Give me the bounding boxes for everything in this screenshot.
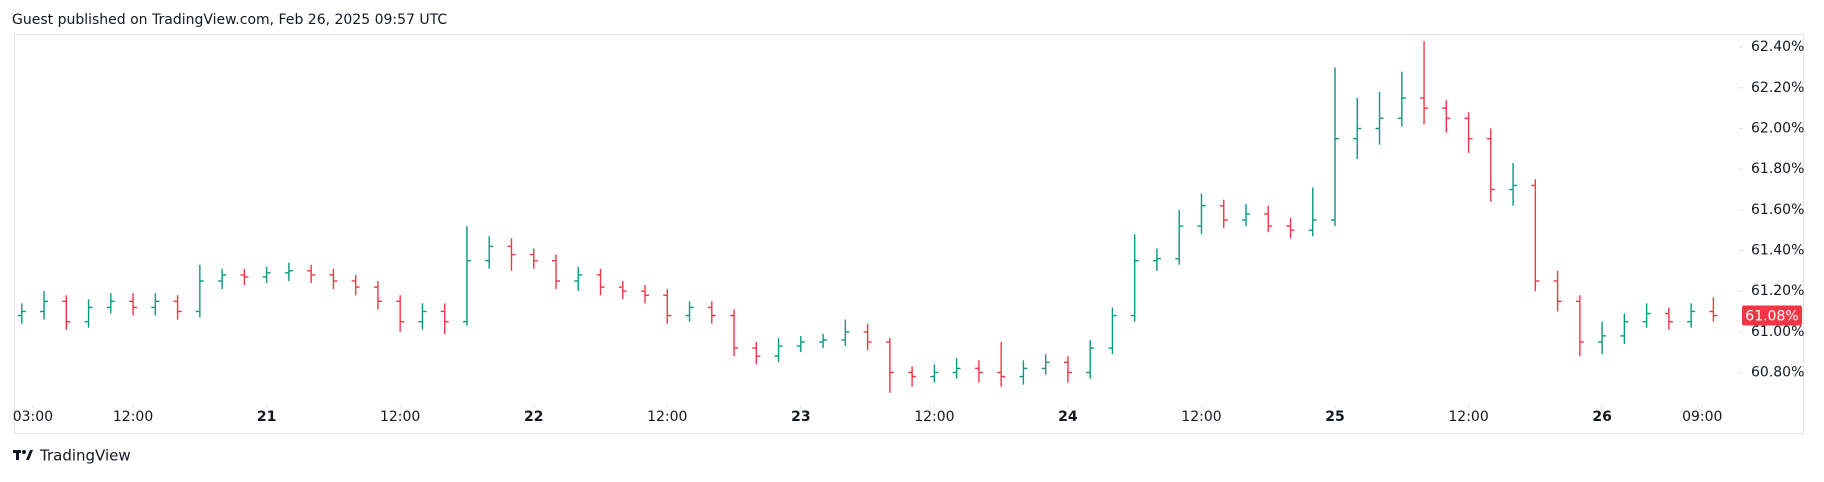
y-tick-label: 61.00% xyxy=(1751,324,1804,340)
x-tick-label: 24 xyxy=(1058,409,1078,425)
y-tick-label: 62.00% xyxy=(1751,121,1804,137)
y-tick-label: 61.40% xyxy=(1751,242,1804,258)
x-tick-label: 26 xyxy=(1592,409,1611,425)
x-tick-label: 25 xyxy=(1325,409,1344,425)
y-tick-label: 60.80% xyxy=(1751,364,1804,380)
x-tick-label: 22 xyxy=(524,409,543,425)
x-tick-label: 12:00 xyxy=(1181,409,1221,425)
y-tick-label: 62.20% xyxy=(1751,80,1804,96)
x-tick-label: 12:00 xyxy=(380,409,420,425)
last-price-label: 61.08% xyxy=(1745,309,1798,325)
x-tick-label: 12:00 xyxy=(914,409,954,425)
y-tick-label: 61.20% xyxy=(1751,283,1804,299)
x-tick-label: 03:00 xyxy=(13,409,53,425)
x-tick-label: 21 xyxy=(257,409,276,425)
last-price-box xyxy=(1742,305,1802,326)
y-tick-label: 62.40% xyxy=(1751,39,1804,55)
header-text: Guest published on TradingView.com, Feb … xyxy=(12,12,447,28)
brand-logo xyxy=(13,450,33,460)
chart-frame xyxy=(14,34,1804,434)
x-tick-label: 12:00 xyxy=(113,409,153,425)
ohlc-bars xyxy=(17,41,1718,393)
y-tick-label: 61.60% xyxy=(1751,202,1804,218)
x-tick-label: 23 xyxy=(791,409,810,425)
x-tick-label: 12:00 xyxy=(647,409,687,425)
y-tick-label: 61.80% xyxy=(1751,161,1804,177)
brand-name: TradingView xyxy=(39,447,131,465)
x-tick-label: 09:00 xyxy=(1682,409,1722,425)
x-tick-label: 12:00 xyxy=(1448,409,1488,425)
